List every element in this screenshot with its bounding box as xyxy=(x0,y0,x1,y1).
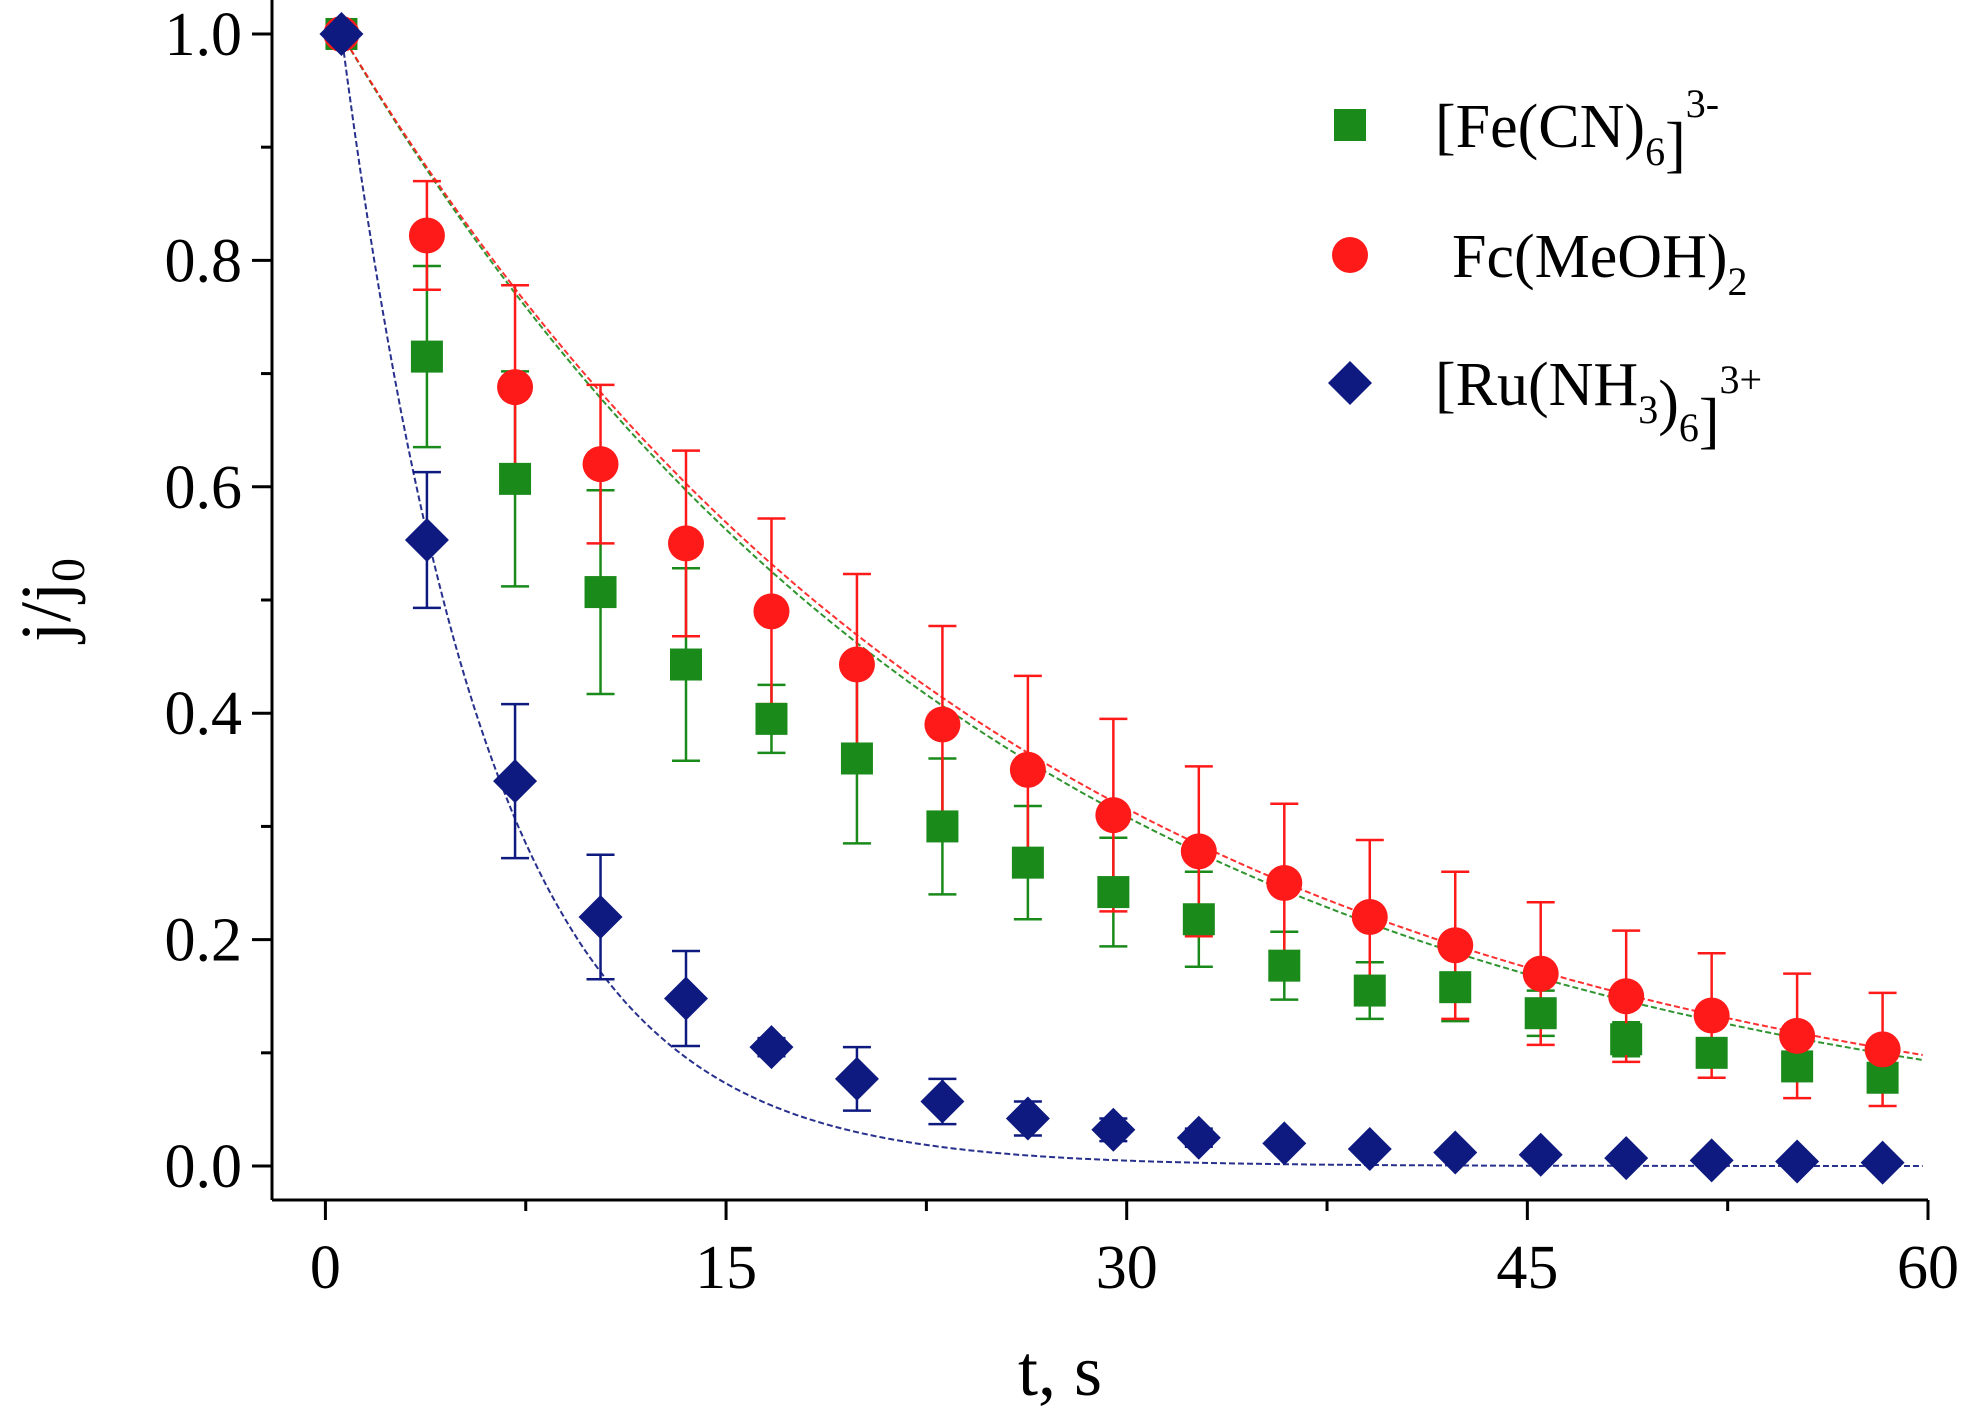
data-point-ru xyxy=(578,894,623,939)
data-point-fe xyxy=(1097,876,1130,909)
data-point-ru xyxy=(1775,1139,1820,1184)
data-point-fc xyxy=(408,217,445,254)
data-point-ru xyxy=(1176,1115,1221,1160)
legend-label-part: 3 xyxy=(1638,387,1658,432)
data-point-fc xyxy=(838,646,875,683)
fit-curves xyxy=(340,33,1923,1167)
legend-marker-fc xyxy=(1332,237,1368,273)
y-axis-title-sub: 0 xyxy=(42,558,95,582)
data-point-fc xyxy=(497,369,534,406)
data-point-fc xyxy=(1864,1031,1901,1068)
data-point-fe xyxy=(755,702,788,735)
axes: 0 15 30 45 600.00.20.40.60.81.0t, sj/j0 xyxy=(6,0,1959,1411)
data-point-fc xyxy=(1608,978,1645,1015)
data-point-fe xyxy=(1182,903,1215,936)
x-tick-label: 30 xyxy=(1096,1234,1158,1302)
data-point-fc xyxy=(1779,1017,1816,1054)
legend-label-part: ] xyxy=(1665,111,1686,179)
x-tick-label: 15 xyxy=(695,1234,757,1302)
data-point-fc xyxy=(1180,833,1217,870)
y-tick-label: 0.8 xyxy=(165,227,243,295)
fit-curve-fe xyxy=(340,33,1923,1061)
data-point-ru xyxy=(664,976,708,1021)
data-point-fe xyxy=(1011,846,1044,879)
data-point-ru xyxy=(1433,1130,1478,1175)
data-point-fe xyxy=(1268,949,1301,982)
legend-label-part: 2 xyxy=(1728,259,1748,304)
legend-label-fe: [Fe(CN)6]3- xyxy=(1435,81,1719,179)
data-point-ru xyxy=(920,1079,965,1124)
data-points xyxy=(319,11,1905,1185)
legend-label-part: 6 xyxy=(1645,129,1665,174)
data-point-fe xyxy=(584,576,617,609)
data-point-fe xyxy=(670,648,702,681)
y-tick-label: 0.6 xyxy=(165,454,243,522)
x-tick-label: 0 xyxy=(310,1234,341,1302)
data-point-ru xyxy=(834,1056,879,1101)
error-bars xyxy=(412,179,1897,1167)
legend-label-ru: [Ru(NH3)6]3+ xyxy=(1435,351,1762,455)
data-point-ru xyxy=(749,1025,794,1070)
data-point-fc xyxy=(668,525,704,562)
legend-label-part: ] xyxy=(1699,387,1720,455)
data-point-ru xyxy=(1860,1140,1905,1185)
data-point-fc xyxy=(1693,997,1730,1034)
legend-label-part: ) xyxy=(1658,369,1679,437)
y-tick-label: 0.0 xyxy=(165,1133,243,1201)
data-point-fe xyxy=(1353,974,1386,1007)
fit-curve-ru xyxy=(340,33,1923,1167)
legend-marker-ru xyxy=(1328,361,1372,405)
data-point-fe xyxy=(1610,1023,1643,1056)
legend-label-part: 6 xyxy=(1679,405,1699,450)
data-point-ru xyxy=(493,759,538,804)
data-point-fc xyxy=(1437,927,1474,964)
data-point-fc xyxy=(924,706,961,743)
legend-label-part: 3- xyxy=(1686,81,1719,126)
data-point-ru xyxy=(1347,1127,1392,1172)
legend-label-part: [Fe(CN) xyxy=(1435,93,1645,161)
data-point-fe xyxy=(840,742,873,775)
data-point-ru xyxy=(1262,1121,1307,1166)
y-axis-title: j/j0 xyxy=(6,558,95,645)
data-point-fe xyxy=(1524,997,1557,1030)
data-point-ru xyxy=(404,518,449,562)
legend-label-part: 3+ xyxy=(1720,357,1763,402)
data-point-ru xyxy=(1005,1096,1050,1141)
legend-marker-fe xyxy=(1334,109,1366,141)
data-point-fc xyxy=(1266,865,1303,902)
x-tick-label: 45 xyxy=(1496,1234,1558,1302)
y-axis-title-main: j/j xyxy=(6,582,86,645)
y-tick-label: 1.0 xyxy=(165,1,243,69)
data-point-fc xyxy=(582,446,619,483)
data-point-ru xyxy=(1091,1107,1136,1152)
legend: [Fe(CN)6]3-Fc(MeOH)2[Ru(NH3)6]3+ xyxy=(1328,81,1762,455)
legend-label-part: Fc(MeOH) xyxy=(1452,223,1728,291)
data-point-ru xyxy=(1604,1136,1649,1181)
fit-curve-fc xyxy=(340,33,1923,1056)
data-point-fe xyxy=(1781,1050,1814,1083)
data-point-ru xyxy=(1689,1138,1734,1183)
x-axis-title: t, s xyxy=(1018,1331,1102,1411)
data-point-fc xyxy=(1522,955,1559,992)
data-point-ru xyxy=(319,11,364,56)
data-point-fc xyxy=(1351,898,1388,935)
x-tick-label: 60 xyxy=(1897,1234,1959,1302)
data-point-fc xyxy=(1095,797,1132,834)
y-tick-label: 0.2 xyxy=(165,907,243,975)
data-point-fc xyxy=(1009,751,1046,788)
legend-label-fc: Fc(MeOH)2 xyxy=(1452,223,1748,304)
data-point-fe xyxy=(1439,971,1472,1004)
data-point-fe xyxy=(926,810,959,843)
y-tick-label: 0.4 xyxy=(165,680,243,748)
data-point-fc xyxy=(753,593,790,630)
data-point-fe xyxy=(410,340,443,373)
data-point-fe xyxy=(1695,1036,1728,1069)
legend-label-part: [Ru(NH xyxy=(1435,351,1638,419)
data-point-ru xyxy=(1518,1132,1563,1177)
data-point-fe xyxy=(499,462,532,495)
